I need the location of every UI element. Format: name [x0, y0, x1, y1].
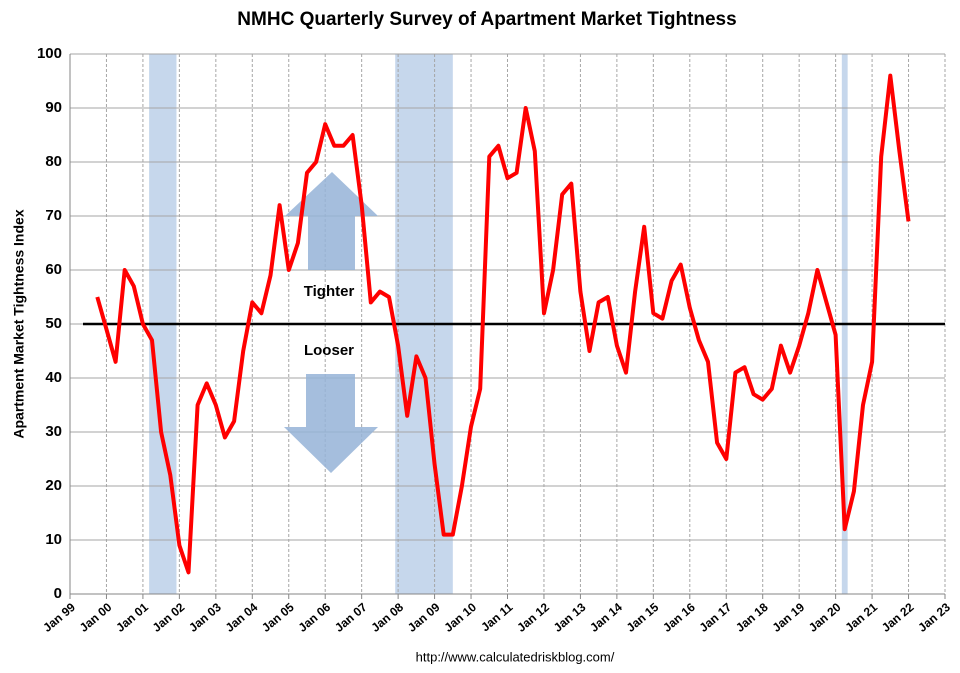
- x-tick-label: Jan 05: [259, 600, 297, 635]
- x-tick-label: Jan 03: [186, 600, 224, 635]
- y-tick-label: 30: [45, 423, 62, 440]
- x-tick-label: Jan 19: [770, 600, 808, 635]
- y-tick-label: 20: [45, 477, 62, 494]
- arrow-up: [285, 172, 378, 270]
- y-tick-label: 40: [45, 369, 62, 386]
- x-tick-label: Jan 18: [733, 600, 771, 635]
- y-tick-label: 60: [45, 261, 62, 278]
- y-tick-label: 0: [54, 585, 62, 602]
- x-tick-label: Jan 14: [587, 600, 625, 635]
- annotation: Looser: [304, 342, 354, 359]
- source: http://www.calculatedriskblog.com/: [416, 649, 615, 664]
- y-tick-label: 50: [45, 315, 62, 332]
- x-tick-label: Jan 21: [842, 600, 880, 635]
- x-tick-label: Jan 16: [660, 600, 698, 635]
- x-tick-label: Jan 20: [806, 600, 844, 635]
- y-axis-label: Apartment Market Tightness Index: [11, 209, 27, 438]
- x-tick-label: Jan 17: [697, 600, 735, 635]
- x-tick-label: Jan 06: [296, 600, 334, 635]
- arrow-down: [284, 374, 378, 473]
- x-tick-label: Jan 13: [551, 600, 589, 635]
- y-tick-label: 90: [45, 99, 62, 116]
- y-tick-label: 80: [45, 153, 62, 170]
- y-tick-label: 70: [45, 207, 62, 224]
- x-tick-label: Jan 00: [77, 600, 115, 635]
- x-tick-label: Jan 04: [223, 600, 261, 635]
- annotation: Tighter: [304, 283, 355, 300]
- x-tick-label: Jan 11: [478, 600, 515, 635]
- x-tick-label: Jan 99: [40, 600, 78, 635]
- x-tick-label: Jan 08: [368, 600, 406, 635]
- x-tick-label: Jan 22: [879, 600, 917, 635]
- x-tick-label: Jan 09: [405, 600, 443, 635]
- x-tick-label: Jan 07: [332, 600, 370, 635]
- x-tick-label: Jan 10: [441, 600, 479, 635]
- x-tick-label: Jan 02: [150, 600, 188, 635]
- y-tick-label: 10: [45, 531, 62, 548]
- x-tick-label: Jan 15: [624, 600, 662, 635]
- x-tick-label: Jan 23: [915, 600, 953, 635]
- chart-title: NMHC Quarterly Survey of Apartment Marke…: [237, 9, 736, 30]
- y-tick-label: 100: [37, 45, 62, 62]
- x-tick-label: Jan 12: [514, 600, 552, 635]
- data-line: [95, 73, 911, 575]
- x-tick-label: Jan 01: [113, 600, 151, 635]
